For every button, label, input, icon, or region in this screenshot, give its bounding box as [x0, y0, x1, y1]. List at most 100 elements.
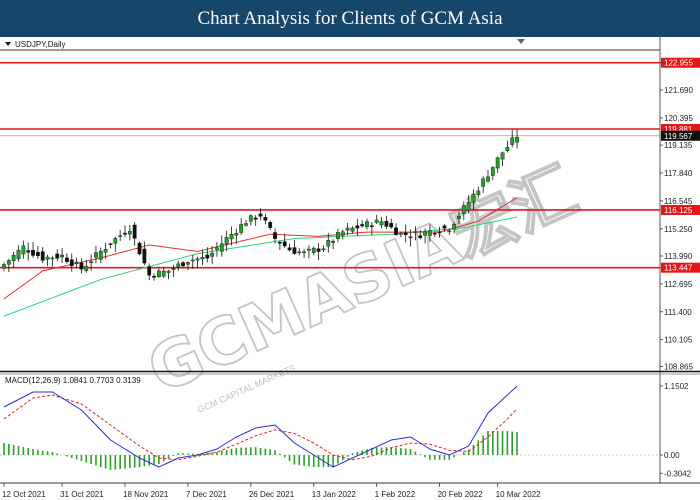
price-tick-label-2: 111.400	[664, 308, 692, 317]
candle-66	[321, 245, 326, 253]
candle-body-105	[510, 137, 515, 145]
candle-68	[331, 239, 336, 250]
time-tick-label-3: 7 Dec 2021	[186, 490, 227, 499]
candle-48	[234, 228, 239, 244]
level-tag-1	[661, 124, 700, 135]
candle-body-82	[398, 233, 403, 235]
price-tick-label-7: 117.840	[664, 169, 693, 178]
time-tick-label-6: 1 Feb 2022	[375, 490, 416, 499]
time-tick-label-7: 20 Feb 2022	[438, 490, 483, 499]
price-tick-label-9: 120.395	[664, 114, 693, 123]
candle-body-44	[215, 247, 219, 250]
candle-body-20	[98, 250, 103, 260]
candle-body-8	[40, 251, 45, 261]
candle-body-0	[2, 264, 6, 269]
candle-36	[176, 260, 181, 271]
candle-body-40	[195, 258, 200, 261]
candle-body-71	[345, 227, 350, 231]
time-tick-label-8: 10 Mar 2022	[496, 490, 541, 499]
candle-43	[210, 246, 215, 265]
candle-94	[457, 211, 461, 224]
candle-67	[326, 233, 331, 253]
candle-93	[452, 222, 457, 234]
candle-body-53	[258, 213, 263, 217]
candle-body-104	[505, 147, 510, 151]
candle-body-36	[176, 263, 181, 268]
candle-body-13	[65, 257, 69, 262]
candle-3	[16, 245, 21, 262]
candle-body-78	[379, 221, 384, 226]
candle-12	[60, 248, 64, 264]
candle-body-30	[147, 266, 152, 276]
candle-65	[316, 243, 321, 260]
candle-80	[389, 218, 394, 229]
candle-11	[55, 249, 60, 262]
candle-82	[398, 231, 403, 238]
candle-body-25	[123, 232, 127, 235]
candle-58	[282, 233, 287, 248]
candle-52	[253, 215, 258, 227]
macd-tick-label-0: 1.1502	[664, 382, 689, 391]
candle-body-88	[428, 230, 432, 236]
candle-body-10	[50, 257, 55, 260]
candle-body-19	[94, 252, 98, 258]
candle-53	[258, 208, 263, 221]
candle-body-80	[389, 223, 394, 228]
time-axis: 12 Oct 2021 31 Oct 2021 18 Nov 2021 7 Dec 2…	[2, 483, 541, 499]
candle-body-84	[408, 236, 413, 239]
price-tick-label-3: 112.695	[664, 280, 693, 289]
level-tag-0	[661, 57, 700, 68]
candle-body-11	[55, 253, 60, 259]
candle-70	[340, 229, 345, 240]
candle-35	[171, 264, 176, 278]
candle-76	[369, 221, 374, 236]
candle-body-37	[181, 262, 185, 267]
candle-34	[166, 269, 171, 280]
candle-body-90	[437, 231, 442, 233]
candle-body-97	[471, 193, 476, 203]
candle-body-7	[35, 251, 40, 257]
candle-2	[11, 251, 16, 268]
candle-92	[447, 228, 452, 235]
candle-body-38	[186, 262, 190, 265]
candle-106	[515, 129, 519, 149]
candle-body-74	[360, 224, 365, 227]
candle-98	[476, 186, 481, 198]
candle-9	[45, 254, 50, 267]
candle-90	[437, 226, 442, 238]
candle-body-63	[307, 248, 311, 251]
candle-41	[200, 249, 205, 266]
macd-header: MACD(12,26,9) 1.0841 0.7703 0.3139	[5, 376, 141, 385]
candle-61	[297, 248, 302, 256]
candle-body-91	[442, 225, 447, 229]
candle-body-1	[6, 260, 11, 265]
candle-body-26	[127, 231, 132, 235]
candle-body-51	[248, 215, 253, 222]
candle-77	[374, 214, 379, 225]
candle-body-43	[210, 252, 215, 257]
candle-body-79	[384, 220, 389, 227]
candle-105	[510, 129, 515, 148]
candle-84	[408, 229, 413, 247]
candle-8	[40, 247, 45, 264]
candle-89	[432, 231, 437, 238]
candle-body-65	[316, 248, 321, 252]
candle-body-9	[45, 256, 50, 260]
candle-body-100	[486, 176, 490, 182]
candle-85	[413, 226, 418, 241]
candle-38	[186, 261, 190, 270]
candle-16	[79, 258, 84, 274]
candle-body-24	[118, 235, 123, 237]
candle-63	[307, 245, 311, 259]
candle-15	[74, 257, 79, 269]
candle-body-50	[244, 223, 248, 226]
candle-79	[384, 215, 389, 230]
candle-0	[2, 262, 6, 272]
candle-56	[273, 228, 277, 244]
price-tick-label-1: 110.105	[664, 336, 693, 345]
candle-body-57	[277, 241, 282, 244]
candle-body-72	[350, 227, 355, 232]
price-tick-label-6: 116.545	[664, 197, 693, 206]
support-resistance-levels: 122.955 119.881 116.125 113.447 119.567	[0, 57, 700, 273]
macd-tick-label-2: -0.3042	[664, 469, 692, 478]
